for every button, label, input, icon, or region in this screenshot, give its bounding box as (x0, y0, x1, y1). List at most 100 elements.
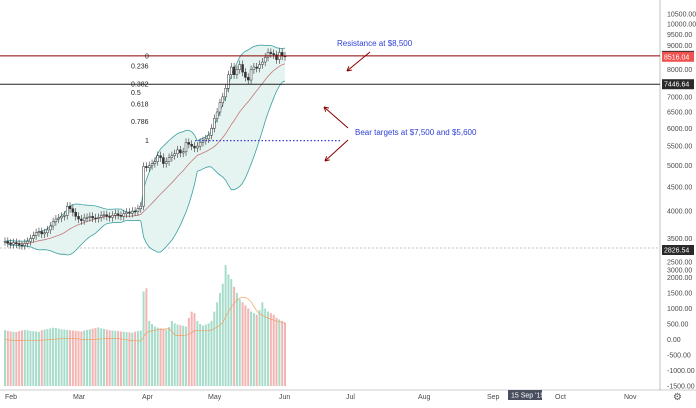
volume-bar (26, 330, 29, 386)
volume-bar (139, 330, 142, 386)
volume-bar (35, 331, 38, 386)
candle-body (139, 205, 143, 209)
candle-body (215, 111, 219, 119)
volume-bar (153, 326, 156, 386)
candle-body (249, 69, 253, 81)
candle-body (173, 153, 176, 156)
y-tick-label: 3500.00 (667, 236, 692, 243)
volume-bar (29, 330, 32, 386)
candle-body (258, 64, 261, 69)
x-tick-label: Aug (418, 394, 431, 401)
bollinger-lower-line (4, 80, 286, 256)
x-tick-label: Feb (5, 394, 17, 401)
volume-bar (37, 331, 40, 386)
candle-body (131, 210, 134, 214)
volume-bar (176, 324, 179, 386)
candle-body (3, 241, 7, 243)
volume-bar (244, 305, 247, 386)
candle-body (97, 217, 100, 219)
volume-bar (117, 331, 120, 386)
volume-bar (210, 320, 213, 386)
price-badge (662, 245, 694, 255)
candle-body (176, 149, 179, 154)
volume-bar (108, 330, 111, 386)
candle-body (184, 142, 188, 153)
y-tick-label: 9500.00 (667, 32, 692, 39)
candle-body (51, 221, 55, 227)
candle-body (20, 244, 24, 247)
volume-bar (142, 291, 145, 386)
x-tick-label: May (208, 394, 222, 401)
price-badge (662, 79, 694, 90)
fib-level-label: 0 (145, 53, 149, 60)
volume-bar (6, 330, 9, 386)
volume-bar (165, 329, 168, 386)
volume-bar (255, 314, 258, 386)
candle-body (272, 53, 275, 56)
candle-body (116, 213, 120, 216)
candle-body (91, 216, 94, 219)
volume-bar (204, 324, 207, 386)
candle-body (213, 118, 216, 129)
candle-body (34, 232, 38, 236)
volume-bar (134, 331, 137, 386)
volume-bar (66, 329, 69, 386)
volume-bar (97, 327, 100, 386)
volume-bar (252, 313, 255, 386)
candle-body (275, 54, 278, 60)
volume-bar (148, 320, 151, 386)
volume-bar (151, 324, 154, 386)
volume-bar (20, 330, 23, 386)
bear-targets-annotation: Bear targets at $7,500 and $5,600 (355, 128, 477, 137)
volume-bar (74, 330, 77, 386)
candle-body (133, 210, 137, 213)
candle-body (193, 145, 196, 149)
volume-bar (69, 330, 72, 386)
fib-level-label: 0.5 (131, 90, 141, 97)
volume-bar (168, 327, 171, 386)
volume-bar (196, 320, 199, 386)
volume-bar (179, 325, 182, 386)
candle-body (63, 215, 66, 217)
volume-bar (159, 328, 162, 386)
volume-bar (201, 325, 204, 386)
volume-bar (281, 320, 284, 386)
candle-body (179, 149, 182, 154)
candle-body (122, 213, 126, 217)
bollinger-band-fill (5, 45, 285, 255)
y-tick-label: 10000.00 (667, 21, 696, 28)
candle-body (255, 66, 258, 69)
candle-body (6, 241, 10, 244)
volume-bar (272, 314, 275, 386)
candle-body (77, 216, 80, 220)
price-badge-label: 2826.54 (664, 248, 689, 255)
volume-bar (182, 325, 185, 386)
volume-tick-label: 1500.00 (667, 291, 692, 298)
volume-bar (57, 328, 60, 386)
y-tick-label: 5000.00 (667, 163, 692, 170)
y-tick-label: 10500.00 (667, 12, 696, 19)
candle-body (111, 215, 114, 218)
candle-body (207, 135, 210, 140)
candle-body (227, 74, 230, 89)
volume-bar (207, 323, 210, 386)
volume-tick-label: 2500.00 (667, 260, 692, 267)
volume-bar (278, 319, 281, 386)
volume-bar (18, 331, 21, 386)
volume-tick-label: -1000.00 (667, 368, 695, 375)
candle-body (74, 211, 77, 217)
candle-body (246, 77, 250, 81)
x-tick-label: Mar (73, 394, 86, 401)
volume-bar (261, 302, 264, 386)
x-tick-label: Jun (279, 394, 290, 401)
candle-body (263, 56, 267, 63)
candle-body (128, 211, 131, 214)
candle-body (71, 208, 75, 213)
volume-bar (247, 308, 250, 386)
candle-body (210, 128, 213, 136)
volume-bar (100, 328, 103, 386)
volume-bar (12, 331, 15, 386)
y-tick-label: 8000.00 (667, 67, 692, 74)
